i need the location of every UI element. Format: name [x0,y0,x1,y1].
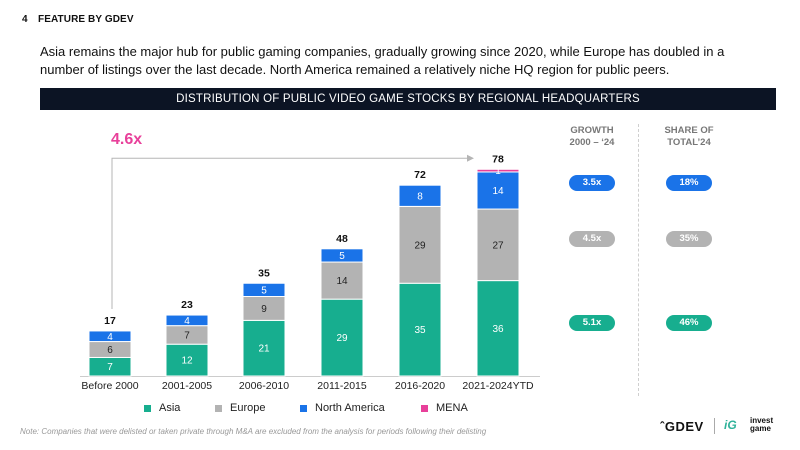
bar-total-3: 48 [336,233,348,245]
footnote: Note: Companies that were delisted or ta… [20,427,487,436]
bar-north_america-4 [398,184,442,207]
x-tick-label-2: 2006-2010 [239,380,289,392]
growth-bracket-arrowhead [467,154,474,162]
intro-paragraph: Asia remains the major hub for public ga… [40,44,725,77]
x-tick-label-3: 2011-2015 [317,380,367,392]
legend-item-mena: MENA [421,402,468,414]
x-tick-label-0: Before 2000 [81,380,138,392]
bar-label-europe-1: 7 [184,330,190,341]
legend-item-europe: Europe [215,402,265,414]
bar-label-north_america-4: 8 [417,191,423,202]
bar-label-mena-5: 1 [495,166,501,177]
bar-label-north_america-1: 4 [184,316,190,327]
bar-total-1: 23 [181,299,193,311]
share-header-line-1: SHARE OF [664,125,714,136]
page-number: 4 [22,14,28,25]
legend-item-asia: Asia [144,402,180,414]
legend-swatch-north-america [300,404,307,412]
bar-label-asia-0: 7 [107,362,113,373]
section-label: FEATURE BY GDEV [38,14,134,25]
legend-label-mena: MENA [436,402,468,414]
growth-header-line-2: 2000 – ‘24 [569,137,615,148]
brand-divider [714,418,715,434]
bar-label-europe-0: 6 [107,345,113,356]
growth-multiplier-label: 4.6x [111,131,142,148]
bar-label-north_america-2: 5 [261,285,267,296]
x-tick-label-5: 2021-2024YTD [462,380,534,392]
side-table-divider [638,124,639,396]
bar-label-north_america-3: 5 [339,251,345,262]
bar-total-4: 72 [414,169,426,181]
share-header-line-2: TOTAL’24 [667,137,711,148]
growth-column-header: GROWTH 2000 – ‘24 [556,125,628,149]
bar-north_america-0 [88,330,132,343]
bar-label-europe-3: 14 [336,276,348,287]
bar-europe-4 [398,205,442,284]
bar-north_america-2 [242,282,286,297]
growth-pill-asia: 5.1x [569,315,615,331]
bar-north_america-1 [165,314,209,327]
bar-asia-2 [242,319,286,377]
bar-mena-5 [476,168,520,173]
bar-europe-5 [476,208,520,282]
bar-label-europe-2: 9 [261,304,267,315]
bar-label-asia-5: 36 [492,324,504,335]
gdev-logo: ˆGDEV [660,419,704,434]
bar-label-north_america-5: 14 [492,186,504,197]
share-column-header: SHARE OF TOTAL’24 [650,125,728,149]
bar-north_america-3 [320,248,364,263]
growth-pill-north-america: 3.5x [569,175,615,191]
growth-bracket-line [111,157,468,309]
bar-label-asia-3: 29 [336,333,348,344]
x-tick-label-1: 2001-2005 [162,380,212,392]
legend-swatch-mena [421,404,428,412]
legend-label-north-america: North America [315,402,385,414]
invest-game-logo: invest game [750,416,774,433]
bar-label-asia-2: 21 [258,344,270,355]
growth-header-line-1: GROWTH [570,125,614,136]
growth-pill-europe: 4.5x [569,231,615,247]
bar-total-2: 35 [258,267,270,279]
bar-label-europe-4: 29 [414,240,426,251]
share-pill-europe: 35% [666,231,712,247]
bar-label-asia-4: 35 [414,325,426,336]
bar-total-0: 17 [104,315,116,327]
legend-item-north-america: North America [300,402,385,414]
bar-asia-3 [320,298,364,377]
bar-label-north_america-0: 4 [107,332,113,343]
chart-banner-title: DISTRIBUTION OF PUBLIC VIDEO GAME STOCKS… [40,88,776,110]
bar-total-5: 78 [492,153,504,165]
legend-label-asia: Asia [159,402,181,414]
bar-label-europe-5: 27 [492,240,504,251]
bar-asia-4 [398,282,442,377]
legend-label-europe: Europe [230,402,266,414]
legend-swatch-asia [144,404,151,412]
share-pill-north-america: 18% [666,175,712,191]
invest-game-logo-icon: iG [724,418,737,432]
bar-europe-3 [320,261,364,300]
bar-label-asia-1: 12 [181,356,193,367]
x-tick-label-4: 2016-2020 [395,380,445,392]
legend-swatch-europe [215,404,222,412]
share-pill-asia: 46% [666,315,712,331]
